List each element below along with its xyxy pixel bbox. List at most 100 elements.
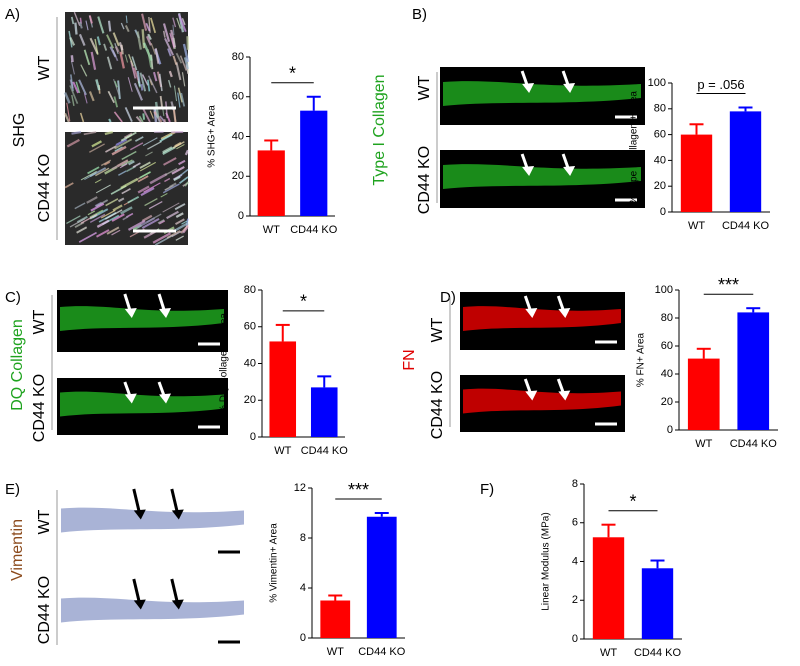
y-tick-label: 80 bbox=[661, 312, 673, 324]
fiber bbox=[85, 20, 89, 31]
micrograph bbox=[58, 485, 248, 560]
fiber bbox=[141, 107, 151, 123]
fiber bbox=[181, 220, 188, 225]
x-tick-label: WT bbox=[263, 224, 280, 236]
fiber bbox=[120, 177, 139, 190]
fiber bbox=[149, 110, 154, 119]
micrograph bbox=[63, 11, 190, 123]
fiber bbox=[66, 215, 81, 224]
y-tick-label: 80 bbox=[232, 51, 244, 63]
y-tick-label: 40 bbox=[654, 154, 666, 166]
panel-label: F) bbox=[480, 481, 494, 498]
fiber bbox=[106, 56, 113, 70]
bar bbox=[737, 312, 770, 430]
fiber bbox=[114, 146, 123, 152]
arrow-head bbox=[525, 390, 538, 401]
fiber bbox=[111, 145, 127, 156]
y-axis-label: % Type I Collagen + Area bbox=[629, 91, 640, 204]
fiber bbox=[175, 212, 184, 219]
fiber bbox=[152, 232, 172, 244]
tissue bbox=[60, 391, 224, 417]
fiber bbox=[73, 11, 81, 27]
tissue bbox=[443, 81, 641, 106]
fiber bbox=[113, 111, 123, 123]
fiber bbox=[90, 51, 97, 70]
arrow-head bbox=[171, 509, 184, 520]
fiber bbox=[142, 137, 158, 147]
fiber bbox=[165, 101, 168, 119]
fiber bbox=[136, 31, 142, 50]
arrow-head bbox=[558, 390, 571, 401]
fiber bbox=[169, 32, 175, 49]
row-label: CD44 KO bbox=[36, 154, 53, 222]
fiber bbox=[117, 197, 125, 203]
fiber bbox=[107, 90, 115, 104]
fiber bbox=[69, 36, 76, 46]
x-tick-label: WT bbox=[600, 647, 617, 659]
arrow-head bbox=[124, 393, 137, 404]
fiber bbox=[124, 106, 133, 122]
y-axis-label: % Vimentin+ Area bbox=[269, 523, 280, 603]
fiber bbox=[89, 213, 106, 223]
fiber bbox=[88, 91, 95, 102]
y-tick-label: 6 bbox=[572, 517, 578, 529]
fiber bbox=[166, 210, 179, 220]
arrow-head bbox=[563, 83, 576, 93]
arrow-head bbox=[159, 308, 172, 318]
fiber bbox=[83, 93, 88, 104]
micrograph bbox=[440, 67, 645, 125]
fiber bbox=[129, 142, 144, 151]
row-label: CD44 KO bbox=[429, 371, 446, 439]
fiber bbox=[95, 199, 109, 208]
fiber bbox=[178, 176, 189, 185]
fiber bbox=[64, 112, 70, 123]
stain-label: Type I Collagen bbox=[371, 74, 388, 185]
y-tick-label: 60 bbox=[661, 340, 673, 352]
fiber bbox=[162, 202, 180, 213]
stain-label: Vimentin bbox=[9, 519, 26, 581]
y-tick-label: 12 bbox=[294, 482, 306, 494]
fiber bbox=[72, 81, 80, 94]
y-axis-label: % SHG+ Area bbox=[207, 105, 218, 168]
fiber bbox=[118, 41, 124, 51]
annotation: * bbox=[629, 491, 636, 511]
fiber bbox=[115, 138, 128, 147]
fiber bbox=[172, 55, 178, 65]
fiber bbox=[106, 226, 120, 235]
fiber bbox=[136, 217, 156, 229]
fiber bbox=[166, 230, 181, 239]
bar bbox=[641, 568, 674, 639]
fiber bbox=[89, 37, 99, 55]
y-tick-label: 100 bbox=[648, 77, 666, 89]
fiber bbox=[164, 37, 174, 56]
fiber bbox=[118, 170, 127, 176]
fiber bbox=[169, 182, 177, 188]
fiber bbox=[70, 16, 75, 25]
arrow-head bbox=[558, 308, 571, 318]
row-label: WT bbox=[416, 75, 433, 100]
y-tick-label: 8 bbox=[572, 478, 578, 490]
fiber bbox=[146, 49, 152, 68]
annotation: * bbox=[300, 292, 307, 312]
fiber bbox=[107, 20, 112, 32]
fiber bbox=[66, 138, 80, 148]
fiber bbox=[80, 170, 97, 181]
panel-label: C) bbox=[5, 289, 21, 306]
y-tick-label: 80 bbox=[654, 103, 666, 115]
fiber bbox=[162, 146, 173, 154]
fiber bbox=[89, 209, 104, 218]
y-tick-label: 0 bbox=[238, 210, 244, 222]
fiber bbox=[127, 77, 133, 92]
y-tick-label: 80 bbox=[244, 284, 256, 296]
fiber bbox=[139, 161, 156, 172]
fiber bbox=[114, 46, 120, 53]
fiber bbox=[184, 149, 190, 156]
arrow-head bbox=[159, 393, 172, 404]
y-tick-label: 2 bbox=[572, 594, 578, 606]
row-label: CD44 KO bbox=[36, 576, 53, 644]
fiber bbox=[178, 13, 187, 33]
fiber bbox=[120, 22, 125, 30]
y-tick-label: 20 bbox=[244, 394, 256, 406]
fiber bbox=[100, 209, 116, 219]
fiber bbox=[104, 209, 123, 220]
